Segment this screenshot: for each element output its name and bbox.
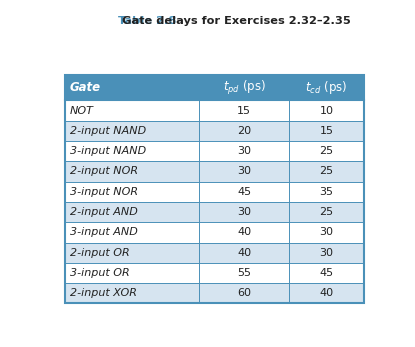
Bar (65, 222, 364, 243)
Text: 2-input XOR: 2-input XOR (70, 288, 137, 298)
Bar (65, 263, 364, 283)
Text: 35: 35 (320, 187, 334, 197)
Text: 25: 25 (320, 167, 334, 177)
Bar (65, 141, 364, 161)
Text: 40: 40 (237, 248, 251, 258)
Bar (65, 283, 364, 304)
Text: 55: 55 (237, 268, 251, 278)
Text: 2-input OR: 2-input OR (70, 248, 129, 258)
Text: 30: 30 (320, 227, 334, 237)
Text: Gate: Gate (70, 81, 101, 94)
Text: $\it{t}_{cd}$ (ps): $\it{t}_{cd}$ (ps) (305, 79, 348, 96)
Text: 10: 10 (320, 105, 334, 116)
Text: 2-input AND: 2-input AND (70, 207, 137, 217)
Text: 3-input OR: 3-input OR (70, 268, 129, 278)
Text: 3-input AND: 3-input AND (70, 227, 137, 237)
Text: 60: 60 (237, 288, 251, 298)
Text: 30: 30 (237, 207, 251, 217)
Bar (65, 243, 364, 263)
Text: 40: 40 (320, 288, 334, 298)
Bar (65, 202, 364, 222)
Text: 30: 30 (320, 248, 334, 258)
Text: 3-input NAND: 3-input NAND (70, 146, 146, 156)
Text: Gate delays for Exercises 2.32–2.35: Gate delays for Exercises 2.32–2.35 (118, 16, 351, 26)
Text: 25: 25 (320, 146, 334, 156)
Text: 2-input NAND: 2-input NAND (70, 126, 146, 136)
Bar (65, 161, 364, 181)
Bar (65, 121, 364, 141)
Text: Table 2.8: Table 2.8 (118, 16, 177, 26)
Bar (65, 100, 364, 121)
Text: 3-input NOR: 3-input NOR (70, 187, 138, 197)
Text: 25: 25 (320, 207, 334, 217)
Text: 30: 30 (237, 167, 251, 177)
Text: 45: 45 (237, 187, 251, 197)
Text: 20: 20 (237, 126, 251, 136)
Text: 30: 30 (237, 146, 251, 156)
Bar (65, 75, 364, 304)
Text: 15: 15 (237, 105, 251, 116)
Text: 40: 40 (237, 227, 251, 237)
Text: 15: 15 (320, 126, 334, 136)
Text: 2-input NOR: 2-input NOR (70, 167, 138, 177)
Bar (65, 75, 364, 100)
Bar (65, 181, 364, 202)
Text: 45: 45 (320, 268, 334, 278)
Text: $\it{t}_{pd}$ (ps): $\it{t}_{pd}$ (ps) (223, 79, 266, 97)
Text: NOT: NOT (70, 105, 93, 116)
